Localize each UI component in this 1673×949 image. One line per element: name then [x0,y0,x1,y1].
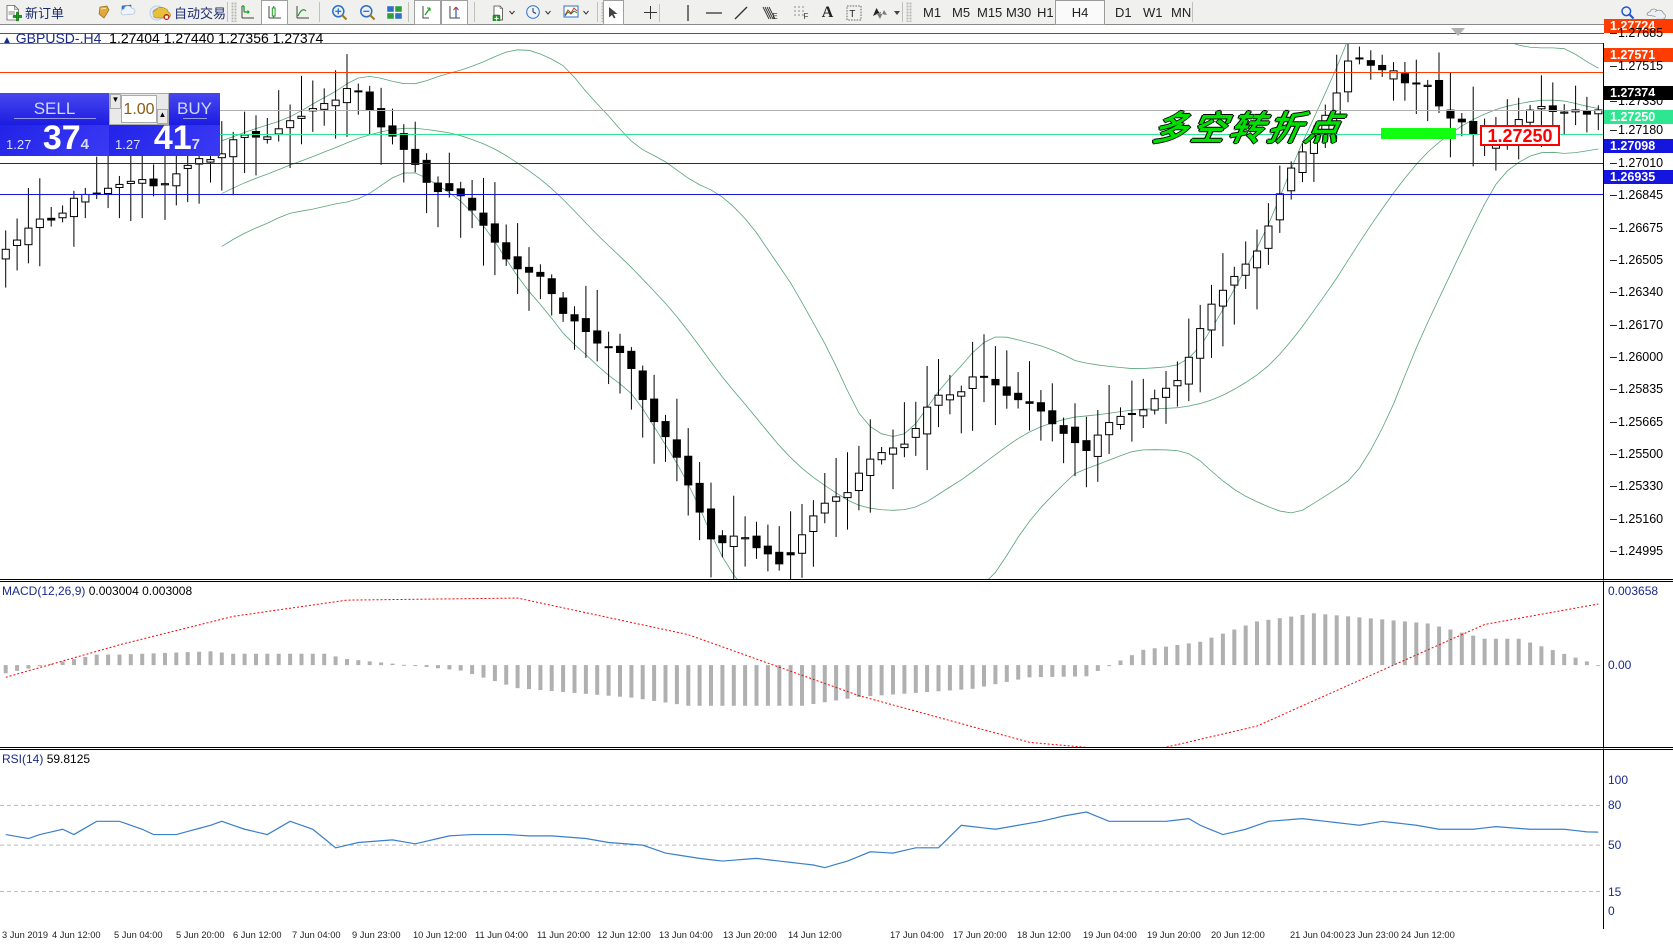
svg-text:T: T [849,9,855,20]
